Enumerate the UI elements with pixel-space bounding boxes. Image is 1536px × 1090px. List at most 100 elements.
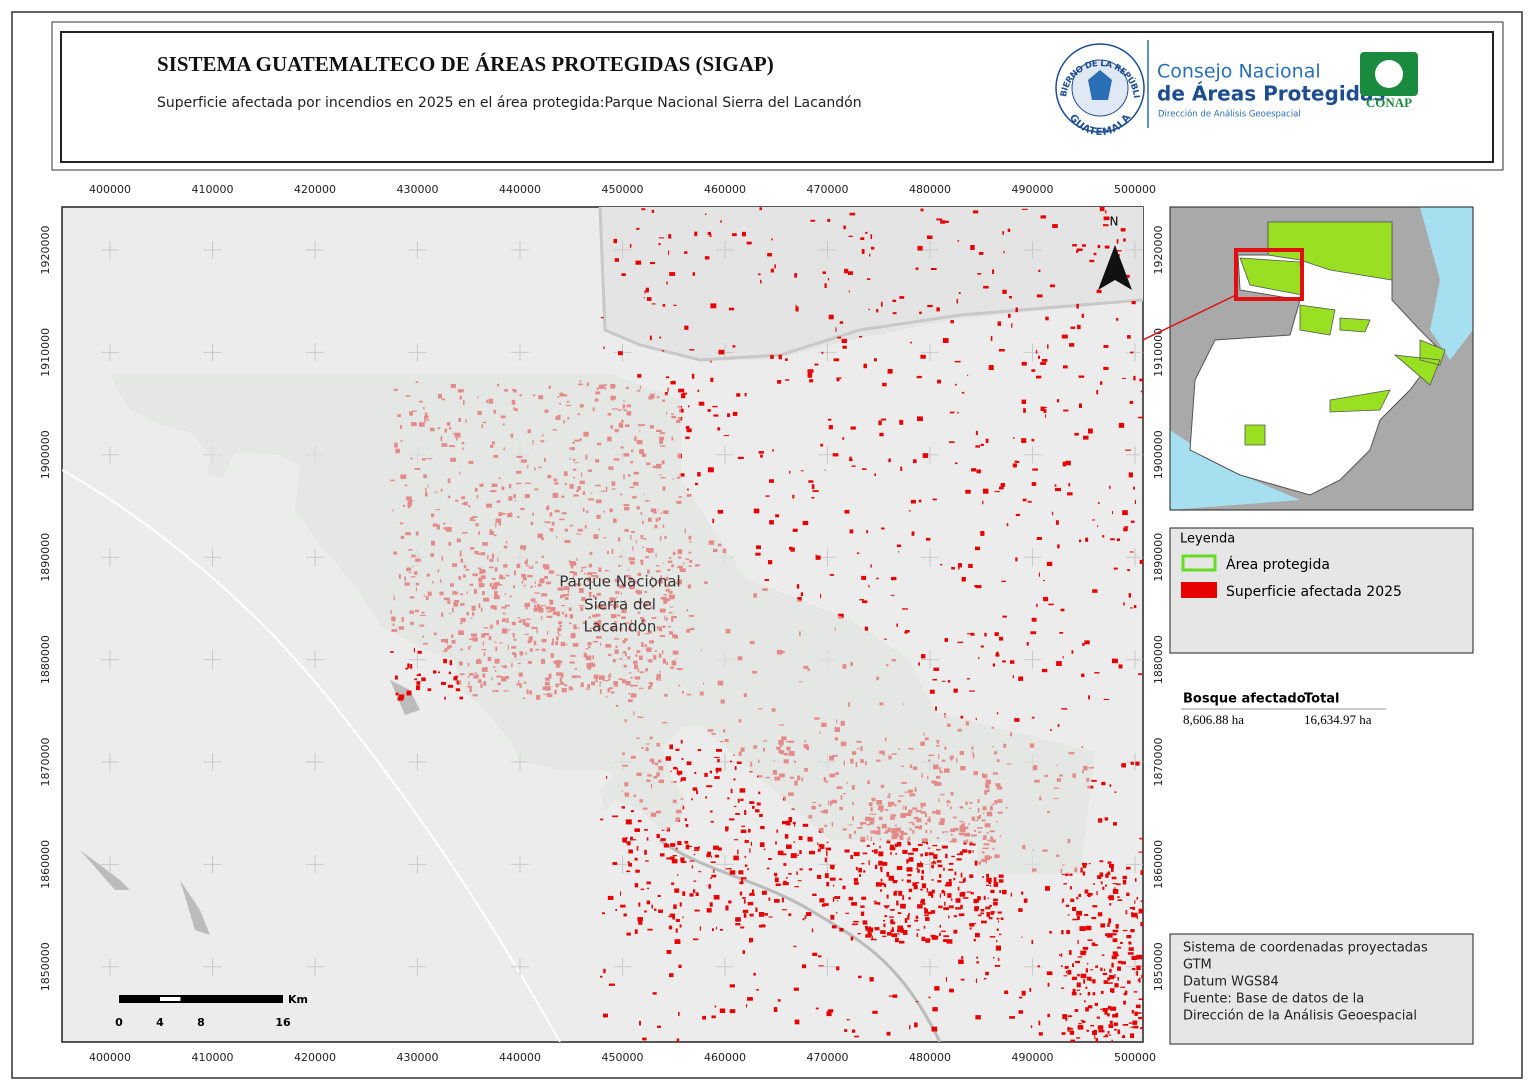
fire-patch	[862, 920, 868, 923]
fire-patch	[634, 857, 638, 861]
fire-patch	[672, 914, 675, 920]
fire-patch	[1074, 432, 1079, 436]
fire-patch	[1113, 822, 1117, 826]
grid-cross	[1023, 548, 1042, 567]
fire-patch	[884, 638, 887, 640]
fire-patch	[993, 882, 999, 887]
fire-patch	[707, 467, 714, 473]
fire-patch	[1082, 643, 1085, 646]
fire-patch	[1098, 818, 1103, 823]
fire-patch	[713, 845, 719, 850]
fire-patch	[1142, 1033, 1143, 1036]
fire-patch	[807, 369, 814, 373]
fire-patch	[695, 482, 698, 486]
fire-patch	[884, 905, 890, 908]
fire-patch	[788, 817, 793, 822]
fire-patch	[1138, 673, 1142, 676]
fire-patch	[830, 864, 835, 869]
fire-patch	[747, 901, 754, 906]
fire-patch	[1007, 313, 1011, 318]
fire-patch	[630, 810, 634, 813]
fire-patch	[644, 910, 647, 913]
grid-cross	[921, 241, 939, 259]
fire-patch	[1112, 889, 1119, 894]
fire-patch	[988, 917, 993, 920]
fire-patch	[954, 360, 961, 363]
fire-patch	[879, 432, 884, 437]
fire-patch	[946, 939, 953, 944]
fire-patch	[668, 250, 670, 255]
fire-patch	[908, 888, 913, 893]
fire-patch	[947, 893, 952, 898]
fire-patch	[1107, 896, 1111, 899]
fire-patch	[713, 895, 720, 900]
fire-patch	[928, 891, 934, 896]
fire-patch	[1077, 324, 1081, 330]
fire-patch	[1013, 437, 1015, 439]
fire-patch	[1129, 551, 1134, 553]
fire-patch	[1113, 1022, 1118, 1027]
fire-patch	[914, 919, 919, 922]
fire-patch	[714, 1005, 717, 1008]
fire-patch	[1057, 724, 1060, 727]
fire-patch	[983, 978, 987, 980]
fire-patch	[960, 872, 963, 878]
fire-patch	[937, 379, 941, 384]
fire-patch	[1123, 238, 1126, 242]
fire-patch	[958, 913, 965, 917]
fire-patch	[953, 688, 958, 693]
fire-patch	[660, 838, 666, 841]
fire-patch	[868, 584, 870, 588]
fire-patch	[685, 436, 690, 439]
fire-patch	[1048, 603, 1054, 606]
fire-patch	[837, 900, 839, 902]
fire-patch	[666, 281, 668, 285]
fire-patch	[944, 638, 948, 642]
fire-patch	[1090, 1025, 1095, 1027]
fire-patch	[417, 650, 422, 654]
fire-patch	[1059, 953, 1061, 957]
grid-cross	[511, 343, 529, 362]
fire-patch	[651, 904, 653, 909]
fire-patch	[627, 861, 630, 863]
fire-patch	[975, 932, 980, 938]
fire-patch	[932, 860, 936, 863]
fire-patch	[956, 858, 962, 861]
fire-patch	[658, 237, 665, 239]
grid-cross	[408, 753, 427, 771]
x-tick-top: 480000	[909, 183, 951, 196]
fire-patch	[948, 905, 951, 908]
fire-patch	[1062, 461, 1066, 467]
fire-patch	[1098, 291, 1100, 294]
fire-patch	[860, 911, 865, 916]
fire-patch	[782, 882, 789, 886]
fire-patch	[676, 1038, 680, 1042]
fire-patch	[643, 297, 645, 299]
fire-patch	[644, 849, 647, 855]
fire-patch	[876, 577, 879, 580]
fire-patch	[695, 892, 699, 896]
fire-patch	[694, 847, 700, 850]
fire-patch	[862, 852, 868, 855]
grid-cross	[511, 241, 529, 259]
grid-cross	[203, 241, 222, 259]
fire-patch	[970, 892, 974, 895]
fire-patch	[782, 821, 787, 825]
fire-patch	[421, 677, 426, 682]
fire-patch	[1126, 935, 1132, 939]
fire-patch	[855, 866, 858, 871]
coordinate-ticks: 400000 400000 410000 410000 420000 420000 4300…	[39, 183, 1165, 1064]
scale-tick: 0	[115, 1016, 123, 1029]
fire-patch	[853, 852, 860, 857]
fire-patch	[862, 922, 868, 925]
fire-patch	[1103, 216, 1110, 221]
fire-patch	[1009, 1016, 1015, 1019]
fire-patch	[672, 855, 677, 857]
fire-patch	[684, 325, 689, 330]
fire-patch	[904, 630, 910, 633]
fire-patch	[818, 965, 824, 967]
fire-patch	[775, 883, 781, 886]
fire-patch	[989, 904, 992, 907]
fire-patch	[1098, 1030, 1105, 1033]
fire-patch	[1109, 784, 1112, 787]
